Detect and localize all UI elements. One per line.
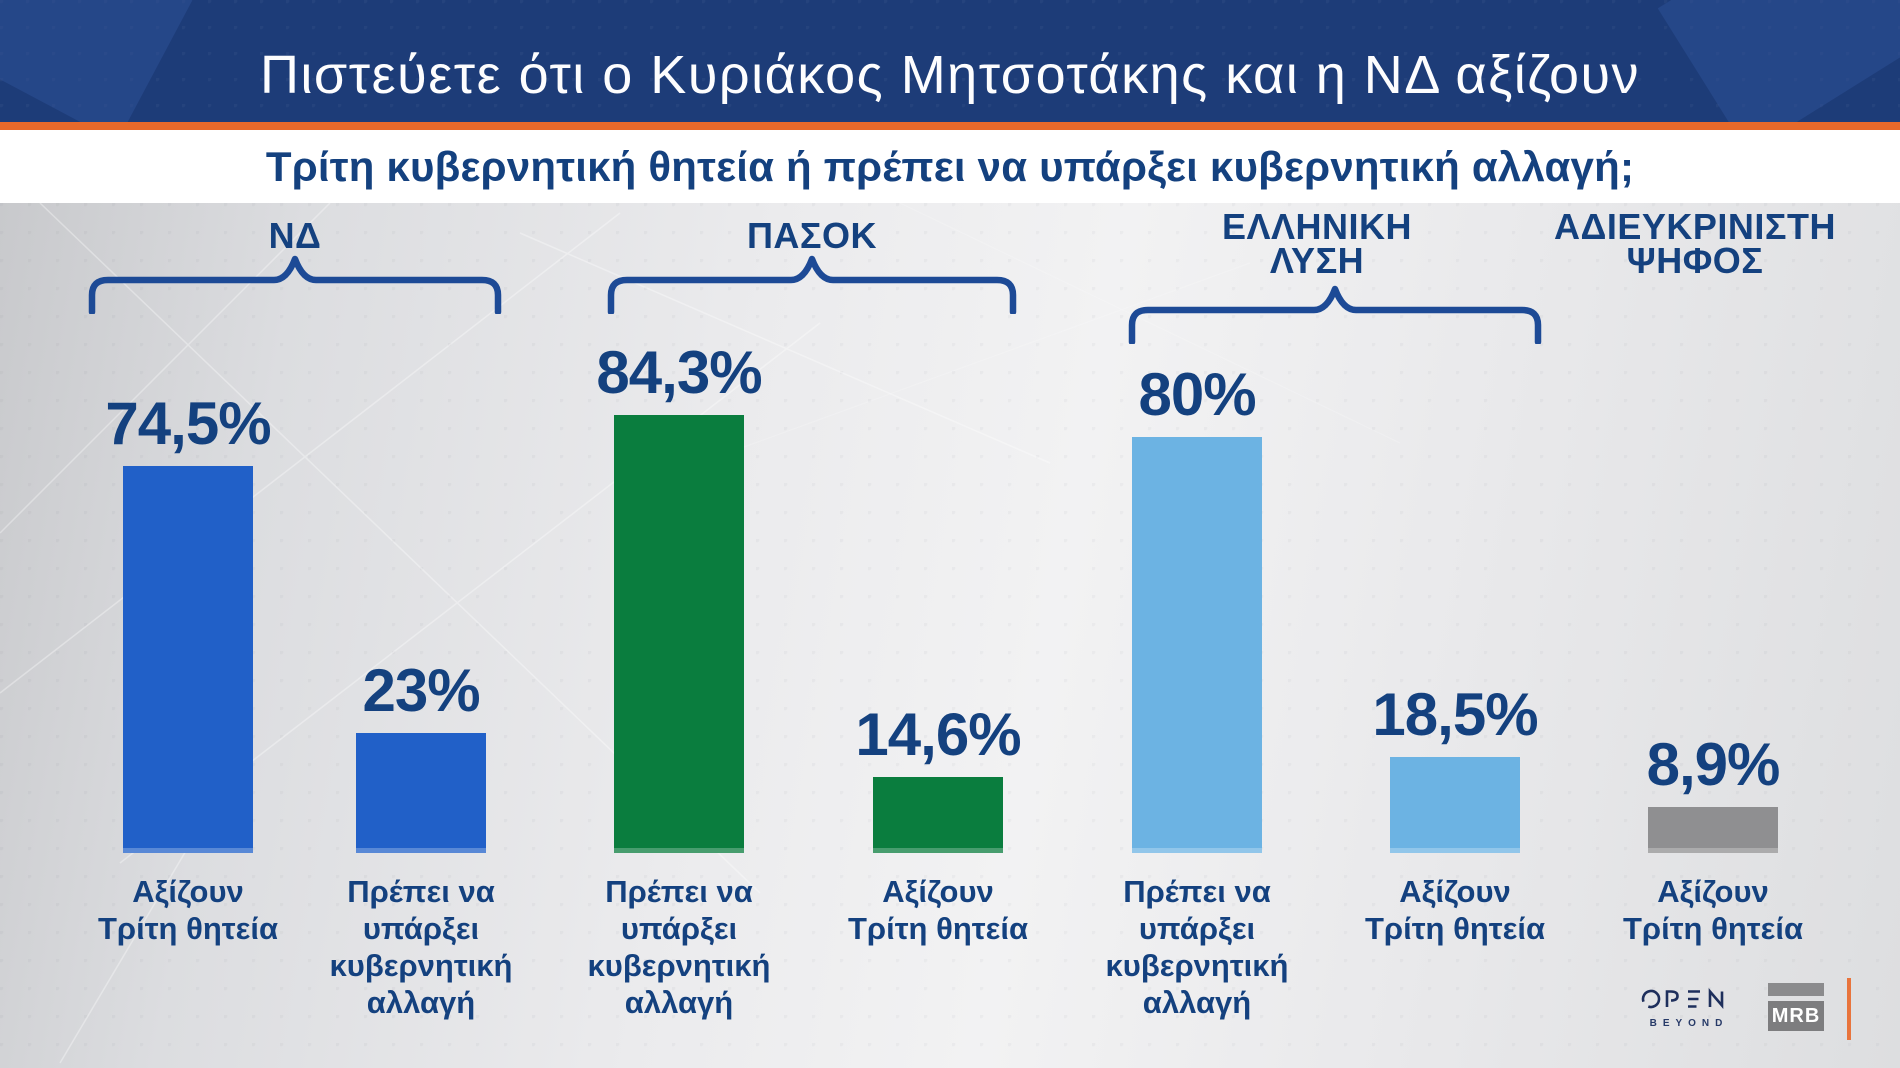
bar-value-label: 18,5% bbox=[1372, 681, 1538, 748]
bar-nd-change bbox=[356, 733, 486, 853]
mrb-logo-block: MRB bbox=[1768, 1001, 1824, 1031]
bar-pasok-change bbox=[614, 415, 744, 853]
bar-value-label: 84,3% bbox=[596, 339, 762, 406]
bar-value-label: 74,5% bbox=[105, 390, 271, 457]
bar-answer-label: Αξίζουν Τρίτη θητεία bbox=[1364, 874, 1546, 946]
page-subtitle: Τρίτη κυβερνητική θητεία ή πρέπει να υπά… bbox=[265, 142, 1635, 190]
bar-column-pasok-third-term: 14,6% Αξίζουν Τρίτη θητεία bbox=[848, 701, 1028, 946]
bar-answer-label: Πρέπει να υπάρξει κυβερνητική αλλαγή bbox=[1105, 874, 1289, 1020]
bar-column-undecided-third-term: 8,9% Αξίζουν Τρίτη θητεία bbox=[1623, 731, 1803, 946]
bar-chart bbox=[0, 203, 1900, 1068]
subtitle-band: Τρίτη κυβερνητική θητεία ή πρέπει να υπά… bbox=[0, 130, 1900, 203]
bar-answer-label: Πρέπει να υπάρξει κυβερνητική αλλαγή bbox=[587, 874, 771, 1020]
group-brace-nd bbox=[88, 255, 502, 314]
bar-answer-label: Αξίζουν Τρίτη θητεία bbox=[97, 874, 279, 946]
bar-elliniki-lysi-third-term bbox=[1390, 757, 1520, 853]
bar-undecided-third-term bbox=[1648, 807, 1778, 853]
open-logo-icon bbox=[1641, 987, 1724, 1010]
bar-nd-third-term bbox=[123, 466, 253, 853]
bar-answer-label: Αξίζουν Τρίτη θητεία bbox=[847, 874, 1029, 946]
bar-column-pasok-change: 84,3% Πρέπει να υπάρξει κυβερνητική αλλα… bbox=[588, 339, 771, 1020]
open-channel-logo: OPEN BEYOND bbox=[1630, 987, 1742, 1029]
open-logo-label: OPEN bbox=[1740, 988, 1741, 989]
bar-column-elliniki-lysi-third-term: 18,5% Αξίζουν Τρίτη θητεία bbox=[1365, 681, 1545, 946]
bar-column-elliniki-lysi-change: 80% Πρέπει να υπάρξει κυβερνητική αλλαγή bbox=[1106, 361, 1289, 1020]
bar-column-nd-change: 23% Πρέπει να υπάρξει κυβερνητική αλλαγή bbox=[330, 657, 513, 1020]
group-label-elliniki-lysi: ΕΛΛΗΝΙΚΗ ΛΥΣΗ bbox=[1221, 206, 1413, 281]
bar-value-label: 14,6% bbox=[855, 701, 1021, 768]
mrb-logo: MRB bbox=[1768, 983, 1824, 1031]
mrb-logo-text: MRB bbox=[1771, 1004, 1821, 1027]
bar-column-nd-third-term: 74,5% Αξίζουν Τρίτη θητεία bbox=[98, 390, 278, 946]
bar-value-label: 8,9% bbox=[1646, 731, 1781, 798]
group-brace-elliniki-lysi bbox=[1128, 285, 1542, 344]
group-label-nd: ΝΔ bbox=[268, 215, 322, 256]
header-corner-accent-right bbox=[1657, 0, 1900, 122]
bar-pasok-third-term bbox=[873, 777, 1003, 853]
bar-value-label: 80% bbox=[1138, 361, 1256, 428]
footer-orange-line bbox=[1847, 978, 1851, 1040]
bar-answer-label: Αξίζουν Τρίτη θητεία bbox=[1622, 874, 1804, 946]
group-label-pasok: ΠΑΣΟΚ bbox=[746, 215, 878, 256]
page-title: Πιστεύετε ότι ο Κυριάκος Μητσοτάκης και … bbox=[259, 45, 1641, 105]
group-brace-pasok bbox=[607, 255, 1017, 314]
bar-value-label: 23% bbox=[362, 657, 480, 724]
header-corner-accent-left bbox=[0, 0, 193, 122]
open-logo-beyond-text: BEYOND bbox=[1649, 1018, 1729, 1029]
group-label-adieukrinisti-psifos: ΑΔΙΕΥΚΡΙΝΙΣΤΗ ΨΗΦΟΣ bbox=[1553, 206, 1836, 281]
header: Πιστεύετε ότι ο Κυριάκος Μητσοτάκης και … bbox=[0, 0, 1900, 122]
mrb-logo-topbar bbox=[1768, 983, 1824, 996]
bar-answer-label: Πρέπει να υπάρξει κυβερνητική αλλαγή bbox=[329, 874, 513, 1020]
orange-divider bbox=[0, 122, 1900, 130]
bar-elliniki-lysi-change bbox=[1132, 437, 1262, 853]
